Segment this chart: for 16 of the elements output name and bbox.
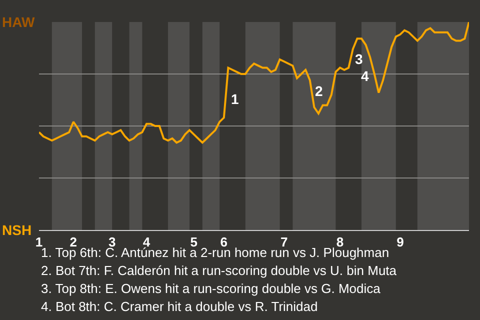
x-tick-label: 7	[280, 234, 288, 250]
text: NSH	[2, 222, 32, 238]
text: HAW	[2, 14, 36, 30]
annotation: 4	[361, 68, 369, 84]
x-tick-label: 2	[70, 234, 78, 250]
text: 2. Bot 7th: F. Calderón hit a run-scoring double vs U. bin Muta	[41, 263, 398, 278]
annotation: 2	[315, 83, 323, 99]
x-tick-label: 1	[35, 234, 43, 250]
x-tick-label: 5	[190, 234, 198, 250]
text: 4. Bot 8th: C. Cramer hit a double vs R. Trinidad	[41, 299, 318, 314]
x-tick-label: 6	[220, 234, 228, 250]
annotation: 1	[231, 91, 239, 107]
annotation: 3	[355, 51, 363, 67]
text: 3. Top 8th: E. Owens hit a run-scoring double vs G. Modica	[41, 281, 382, 296]
x-tick-label: 9	[396, 234, 404, 250]
x-tick-label: 8	[336, 234, 344, 250]
